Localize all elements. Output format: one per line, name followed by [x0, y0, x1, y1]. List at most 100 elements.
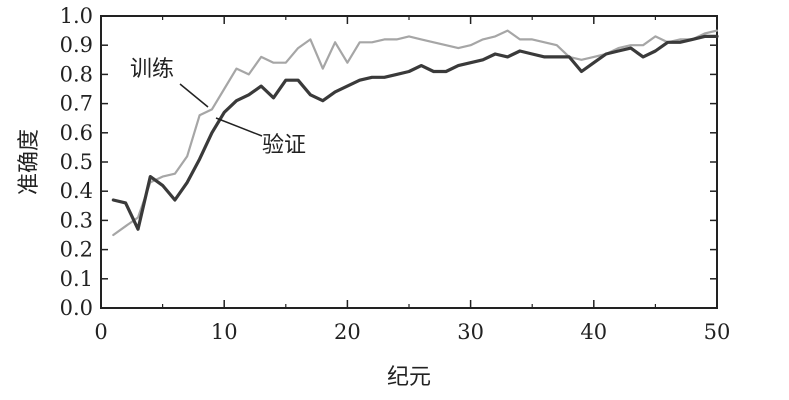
validation-point	[421, 65, 422, 66]
validation-point	[544, 56, 545, 57]
y-tick-label: 1.0	[60, 4, 93, 28]
train-point	[322, 68, 323, 69]
train-point	[581, 59, 582, 60]
train-point	[248, 74, 249, 75]
y-axis: 0.0 0.1 0.2 0.3 0.4 0.5 0.6 0.7 0.8 0.9 1.0	[60, 4, 717, 320]
validation-point	[630, 48, 631, 49]
train-point	[199, 115, 200, 116]
train-point	[310, 39, 311, 40]
train-point	[174, 173, 175, 174]
train-point	[211, 109, 212, 110]
train-point	[532, 39, 533, 40]
validation-point	[495, 53, 496, 54]
validation-point	[285, 80, 286, 81]
train-point	[495, 36, 496, 37]
validation-point	[445, 71, 446, 72]
validation-point	[335, 91, 336, 92]
train-point	[113, 234, 114, 235]
validation-point	[482, 59, 483, 60]
train-point	[507, 30, 508, 31]
train-point	[630, 45, 631, 46]
validation-point	[162, 185, 163, 186]
train-point	[433, 42, 434, 43]
validation-point	[113, 199, 114, 200]
y-axis-title: 准确度	[17, 129, 42, 195]
validation-point	[347, 86, 348, 87]
validation-point	[224, 112, 225, 113]
validation-series-label: 验证	[262, 133, 306, 158]
validation-point	[322, 100, 323, 101]
train-point	[335, 42, 336, 43]
train-point	[384, 39, 385, 40]
train-point	[396, 39, 397, 40]
train-point	[408, 36, 409, 37]
train-point	[273, 62, 274, 63]
x-tick-label: 30	[457, 320, 484, 344]
train-point	[421, 39, 422, 40]
validation-point	[606, 53, 607, 54]
validation-point	[470, 62, 471, 63]
train-point	[236, 68, 237, 69]
y-tick-label: 0.3	[60, 208, 93, 232]
validation-point	[593, 62, 594, 63]
series-layer	[111, 29, 719, 237]
train-point	[544, 42, 545, 43]
x-tick-label: 50	[704, 320, 731, 344]
validation-series-line	[111, 34, 719, 231]
train-point	[298, 48, 299, 49]
train-point	[162, 176, 163, 177]
train-point	[482, 39, 483, 40]
validation-point	[692, 39, 693, 40]
x-tick-label: 0	[94, 320, 107, 344]
train-point	[679, 39, 680, 40]
validation-point	[433, 71, 434, 72]
validation-point	[396, 74, 397, 75]
validation-point	[507, 56, 508, 57]
train-point	[224, 88, 225, 89]
x-tick-label: 10	[211, 320, 238, 344]
validation-point	[150, 176, 151, 177]
train-point	[458, 48, 459, 49]
train-point	[519, 39, 520, 40]
validation-point	[667, 42, 668, 43]
validation-point	[679, 42, 680, 43]
y-tick-label: 0.4	[60, 179, 93, 203]
validation-point	[137, 229, 138, 230]
x-axis: 0 10 20 30 40 50	[94, 16, 730, 344]
validation-point	[408, 71, 409, 72]
x-tick-label: 20	[334, 320, 361, 344]
train-point	[445, 45, 446, 46]
validation-point	[556, 56, 557, 57]
y-tick-label: 0.9	[60, 33, 93, 57]
y-tick-label: 0.1	[60, 267, 93, 291]
validation-point	[384, 77, 385, 78]
train-point	[347, 62, 348, 63]
x-axis-title: 纪元	[387, 365, 431, 390]
train-point	[618, 48, 619, 49]
train-point	[593, 56, 594, 57]
train-point	[187, 156, 188, 157]
train-point	[261, 56, 262, 57]
plot-frame	[100, 15, 718, 309]
train-point	[137, 217, 138, 218]
validation-point	[655, 50, 656, 51]
train-point	[556, 45, 557, 46]
validation-point	[569, 56, 570, 57]
validation-point	[704, 36, 705, 37]
validation-point	[187, 182, 188, 183]
validation-point	[211, 132, 212, 133]
validation-point	[273, 97, 274, 98]
validation-point	[581, 71, 582, 72]
train-label-leader	[179, 83, 209, 108]
y-tick-label: 0.6	[60, 121, 93, 145]
train-point	[643, 45, 644, 46]
train-point	[470, 45, 471, 46]
y-tick-label: 0.7	[60, 92, 93, 116]
validation-point	[125, 202, 126, 203]
y-tick-label: 0.5	[60, 150, 93, 174]
validation-point	[174, 199, 175, 200]
validation-point	[643, 56, 644, 57]
y-tick-label: 0.0	[60, 296, 93, 320]
validation-point	[519, 50, 520, 51]
